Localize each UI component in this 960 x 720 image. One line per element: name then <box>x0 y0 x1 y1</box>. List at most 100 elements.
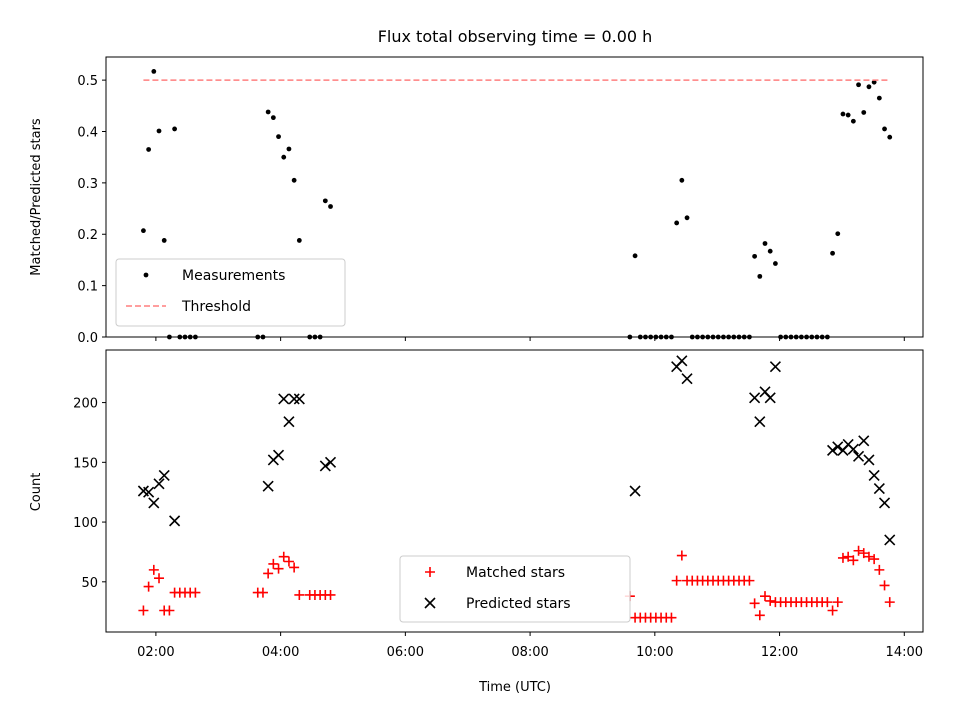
x-axis-label: Time (UTC) <box>478 680 551 695</box>
measurement-point <box>876 95 882 101</box>
bottom-series-matched-stars <box>138 545 895 623</box>
x-tick-label: 10:00 <box>636 645 673 660</box>
matched-star-point <box>268 558 279 569</box>
legend-predicted-swatch <box>424 597 436 609</box>
matched-star-point <box>884 597 895 608</box>
matched-star-point <box>190 587 201 598</box>
measurement-point <box>328 204 333 209</box>
top-y-tick-label: 0.4 <box>77 125 98 140</box>
top-y-tick-label: 0.0 <box>77 331 98 346</box>
measurement-point <box>861 110 867 115</box>
x-tick-label: 12:00 <box>761 645 798 660</box>
measurement-point <box>856 82 861 88</box>
predicted-star-point <box>884 534 896 546</box>
top-plot-frame <box>105 56 924 338</box>
measurement-point <box>887 134 893 140</box>
matched-star-point <box>754 610 765 621</box>
matched-star-point <box>879 580 890 591</box>
matched-star-point <box>676 550 687 561</box>
predicted-star-point <box>319 460 331 472</box>
legend-label: Matched stars <box>466 565 565 581</box>
legend-matched-swatch <box>425 567 435 577</box>
measurement-point <box>276 134 281 140</box>
measurement-point <box>866 84 872 90</box>
predicted-star-point <box>629 485 641 497</box>
top-series-measurements <box>141 68 893 340</box>
measurement-point <box>156 128 162 134</box>
matched-star-point <box>863 551 874 562</box>
bottom-panel: 50 100 150 200 02:00 04:00 06:00 08:00 10:00 12:0… <box>73 349 924 660</box>
measurement-point <box>845 112 851 118</box>
bottom-series-predicted-stars <box>137 355 896 546</box>
measurement-point <box>151 68 157 74</box>
matched-star-point <box>164 605 175 616</box>
matched-star-point <box>148 564 159 575</box>
predicted-star-point <box>858 435 870 447</box>
measurement-point <box>835 231 841 237</box>
measurement-point <box>840 111 846 117</box>
matched-star-point <box>257 587 268 598</box>
top-y-tick-label: 0.3 <box>77 177 98 192</box>
predicted-star-point <box>676 355 688 367</box>
measurement-point <box>762 241 768 246</box>
x-tick-label: 14:00 <box>886 645 923 660</box>
measurement-point <box>322 198 328 204</box>
top-y-tick-label: 0.5 <box>77 74 98 89</box>
legend-box <box>399 555 631 623</box>
predicted-star-point <box>283 416 295 428</box>
predicted-star-point <box>288 393 300 405</box>
measurement-point <box>632 253 638 259</box>
matched-star-point <box>143 581 154 592</box>
top-y-tick-label: 0.2 <box>77 228 98 243</box>
measurement-point <box>146 147 152 152</box>
predicted-star-point <box>262 480 274 492</box>
matched-star-point <box>874 564 885 575</box>
measurement-point <box>830 250 835 256</box>
matched-star-point <box>832 597 843 608</box>
measurement-point <box>161 238 167 243</box>
bottom-y-tick-label: 150 <box>73 456 98 471</box>
predicted-star-point <box>754 416 766 428</box>
predicted-star-point <box>764 392 776 404</box>
matched-star-point <box>837 552 848 563</box>
matched-star-point <box>289 562 300 573</box>
matched-star-point <box>154 573 165 584</box>
measurement-point <box>291 177 297 183</box>
predicted-star-point <box>169 515 181 527</box>
matched-star-point <box>273 563 284 574</box>
matched-star-point <box>765 595 776 606</box>
legend-label: Measurements <box>182 268 285 284</box>
matched-star-point <box>294 589 305 600</box>
measurement-point <box>265 109 271 115</box>
predicted-star-point <box>278 393 290 405</box>
measurement-point <box>141 228 146 234</box>
legend-label: Threshold <box>181 299 251 315</box>
predicted-star-point <box>324 456 337 468</box>
predicted-star-point <box>852 450 865 462</box>
matched-star-point <box>822 597 833 608</box>
measurement-point <box>752 253 758 259</box>
top-y-axis-label: Matched/Predicted stars <box>29 118 44 276</box>
matched-star-point <box>848 555 859 566</box>
measurement-point <box>850 118 856 124</box>
top-panel: 0.0 0.1 0.2 0.3 0.4 0.5 <box>77 56 924 346</box>
predicted-star-point <box>832 441 844 453</box>
measurement-point <box>674 220 680 226</box>
matched-star-point <box>283 556 294 567</box>
matched-star-point <box>325 589 336 600</box>
measurement-point <box>286 146 292 152</box>
measurement-point <box>679 177 685 183</box>
predicted-star-point <box>681 373 693 385</box>
measurement-point <box>281 154 287 160</box>
bottom-y-axis-label: Count <box>29 473 44 512</box>
legend-top: Measurements Threshold <box>115 258 346 327</box>
matched-star-point <box>760 591 771 602</box>
predicted-star-point <box>769 361 781 373</box>
predicted-star-point <box>153 478 165 490</box>
predicted-star-point <box>873 483 885 495</box>
matched-star-point <box>749 598 760 609</box>
measurement-point <box>684 215 690 221</box>
bottom-plot-frame <box>105 349 924 633</box>
matched-star-point <box>744 575 755 586</box>
